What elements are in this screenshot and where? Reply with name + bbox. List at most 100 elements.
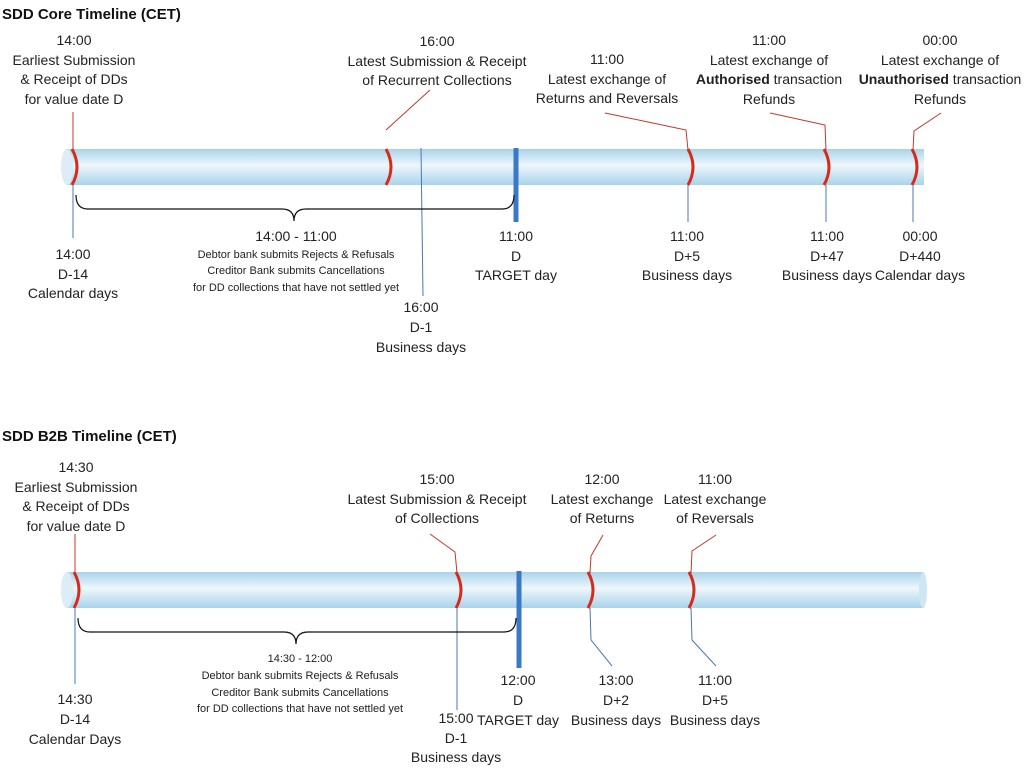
svg-text:Business days: Business days <box>411 749 501 765</box>
svg-text:TARGET day: TARGET day <box>475 267 557 283</box>
svg-text:Business days: Business days <box>571 712 661 728</box>
core-returns-label: 11:00 Latest exchange of Returns and Rev… <box>536 51 678 106</box>
b2b-reversals-marker <box>687 571 696 609</box>
svg-text:D+5: D+5 <box>674 248 700 264</box>
b2b-d2-label: 13:00 D+2 Business days <box>571 672 661 728</box>
svg-text:Business days: Business days <box>376 339 466 355</box>
svg-text:D-1: D-1 <box>410 319 433 335</box>
svg-text:Latest exchange of: Latest exchange of <box>710 52 828 68</box>
b2b-d2-leader <box>589 607 613 667</box>
b2b-collections-label: 15:00 Latest Submission & Receipt of Col… <box>348 471 527 526</box>
svg-text:14:30: 14:30 <box>58 459 93 475</box>
b2b-reversals-label: 11:00 Latest exchange of Reversals <box>664 471 767 526</box>
svg-text:of Collections: of Collections <box>395 510 479 526</box>
svg-text:16:00: 16:00 <box>403 299 438 315</box>
svg-text:Authorised transaction: Authorised transaction <box>696 71 842 87</box>
b2b-timeline-bar <box>66 572 924 608</box>
b2b-bar-end-cap <box>919 572 927 608</box>
svg-text:Calendar days: Calendar days <box>28 285 118 301</box>
svg-text:11:00: 11:00 <box>810 228 844 244</box>
core-d47-label: 11:00 D+47 Business days <box>782 228 872 283</box>
b2b-period-brace <box>77 617 517 645</box>
svg-text:D+47: D+47 <box>810 248 844 264</box>
core-start-marker <box>70 148 79 186</box>
b2b-title: SDD B2B Timeline (CET) <box>2 428 177 445</box>
core-timeline: SDD Core Timeline (CET) 14:00 Earliest S… <box>2 6 1021 355</box>
svg-text:Latest exchange of: Latest exchange of <box>548 71 666 87</box>
svg-text:for DD collections that have n: for DD collections that have not settled… <box>197 703 403 715</box>
svg-text:D+2: D+2 <box>603 692 629 708</box>
svg-text:11:00: 11:00 <box>670 228 704 244</box>
svg-text:Business days: Business days <box>782 267 872 283</box>
svg-text:11:00: 11:00 <box>499 228 533 244</box>
core-recurrent-connector <box>385 89 431 131</box>
core-recurrent-label: 16:00 Latest Submission & Receipt of Rec… <box>348 33 527 88</box>
svg-text:for value date D: for value date D <box>25 91 124 107</box>
core-period-label: 14:00 - 11:00 Debtor bank submits Reject… <box>193 228 399 294</box>
core-start-label: 14:00 Earliest Submission & Receipt of D… <box>13 32 136 107</box>
b2b-d5-label: 11:00 D+5 Business days <box>670 672 760 728</box>
core-timeline-bar <box>66 149 924 185</box>
svg-text:13:00: 13:00 <box>598 672 633 688</box>
core-target-label: 11:00 D TARGET day <box>475 228 557 283</box>
svg-text:15:00: 15:00 <box>419 471 454 487</box>
core-unauthorised-connector <box>912 112 942 151</box>
svg-text:Unauthorised transaction: Unauthorised transaction <box>859 71 1022 87</box>
b2b-period-label: 14:30 - 12:00 Debtor bank submits Reject… <box>197 653 403 715</box>
svg-text:of Returns: of Returns <box>570 510 635 526</box>
svg-text:Business days: Business days <box>642 267 732 283</box>
svg-text:D+440: D+440 <box>899 248 941 264</box>
b2b-returns-connector <box>589 534 604 574</box>
b2b-returns-marker <box>586 571 595 609</box>
core-period-brace <box>75 194 515 222</box>
svg-text:Latest Submission & Receipt: Latest Submission & Receipt <box>348 53 527 69</box>
core-d5-label: 11:00 D+5 Business days <box>642 228 732 283</box>
b2b-collections-connector <box>429 533 458 574</box>
svg-text:14:30 - 12:00: 14:30 - 12:00 <box>268 653 333 665</box>
core-d440-label: 00:00 D+440 Calendar days <box>875 228 965 283</box>
b2b-collections-marker <box>454 571 463 609</box>
svg-text:& Receipt of DDs: & Receipt of DDs <box>22 498 129 514</box>
core-start-bottom-label: 14:00 D-14 Calendar days <box>28 246 118 301</box>
svg-text:14:30: 14:30 <box>57 691 92 707</box>
svg-text:Earliest Submission: Earliest Submission <box>15 479 138 495</box>
svg-text:D-14: D-14 <box>60 711 91 727</box>
svg-text:Creditor Bank submits Cancella: Creditor Bank submits Cancellations <box>211 687 389 699</box>
svg-text:Debtor bank submits Rejects &: Debtor bank submits Rejects & Refusals <box>202 670 399 682</box>
svg-text:for DD collections that have n: for DD collections that have not settled… <box>193 282 399 294</box>
b2b-returns-label: 12:00 Latest exchange of Returns <box>551 471 654 526</box>
core-returns-connector <box>604 112 689 151</box>
core-d-minus-1-leader <box>420 147 424 297</box>
svg-text:Earliest Submission: Earliest Submission <box>13 52 136 68</box>
core-d-minus-1-label: 16:00 D-1 Business days <box>376 299 466 355</box>
core-d5-marker <box>686 148 695 186</box>
svg-text:14:00: 14:00 <box>56 32 91 48</box>
core-authorised-label: 11:00 Latest exchange of Authorised tran… <box>696 32 842 107</box>
b2b-d-minus-1-label: 15:00 D-1 Business days <box>411 710 501 765</box>
b2b-timeline: SDD B2B Timeline (CET) 14:30 Earliest Su… <box>2 428 927 765</box>
core-recurrent-marker <box>384 148 393 186</box>
b2b-bar-start-cap <box>61 572 73 608</box>
svg-text:D+5: D+5 <box>702 692 728 708</box>
svg-text:D-14: D-14 <box>58 266 89 282</box>
svg-text:15:00: 15:00 <box>438 710 473 726</box>
core-d47-marker <box>822 148 831 186</box>
svg-text:D: D <box>513 692 523 708</box>
svg-text:Calendar days: Calendar days <box>875 267 965 283</box>
svg-text:14:00: 14:00 <box>55 246 90 262</box>
svg-text:00:00: 00:00 <box>902 228 937 244</box>
svg-text:Returns and Reversals: Returns and Reversals <box>536 90 678 106</box>
svg-text:D: D <box>511 248 521 264</box>
svg-text:Debtor bank submits Rejects &: Debtor bank submits Rejects & Refusals <box>198 249 395 261</box>
svg-text:14:00 - 11:00: 14:00 - 11:00 <box>255 228 337 244</box>
b2b-start-label: 14:30 Earliest Submission & Receipt of D… <box>15 459 138 534</box>
svg-text:16:00: 16:00 <box>419 33 454 49</box>
svg-text:12:00: 12:00 <box>500 672 535 688</box>
svg-text:11:00: 11:00 <box>752 32 786 48</box>
core-authorised-connector <box>769 112 827 151</box>
b2b-target-label: 12:00 D TARGET day <box>477 672 559 728</box>
svg-text:D-1: D-1 <box>445 730 468 746</box>
svg-text:Latest exchange: Latest exchange <box>551 491 654 507</box>
core-bar-start-cap <box>61 149 73 185</box>
